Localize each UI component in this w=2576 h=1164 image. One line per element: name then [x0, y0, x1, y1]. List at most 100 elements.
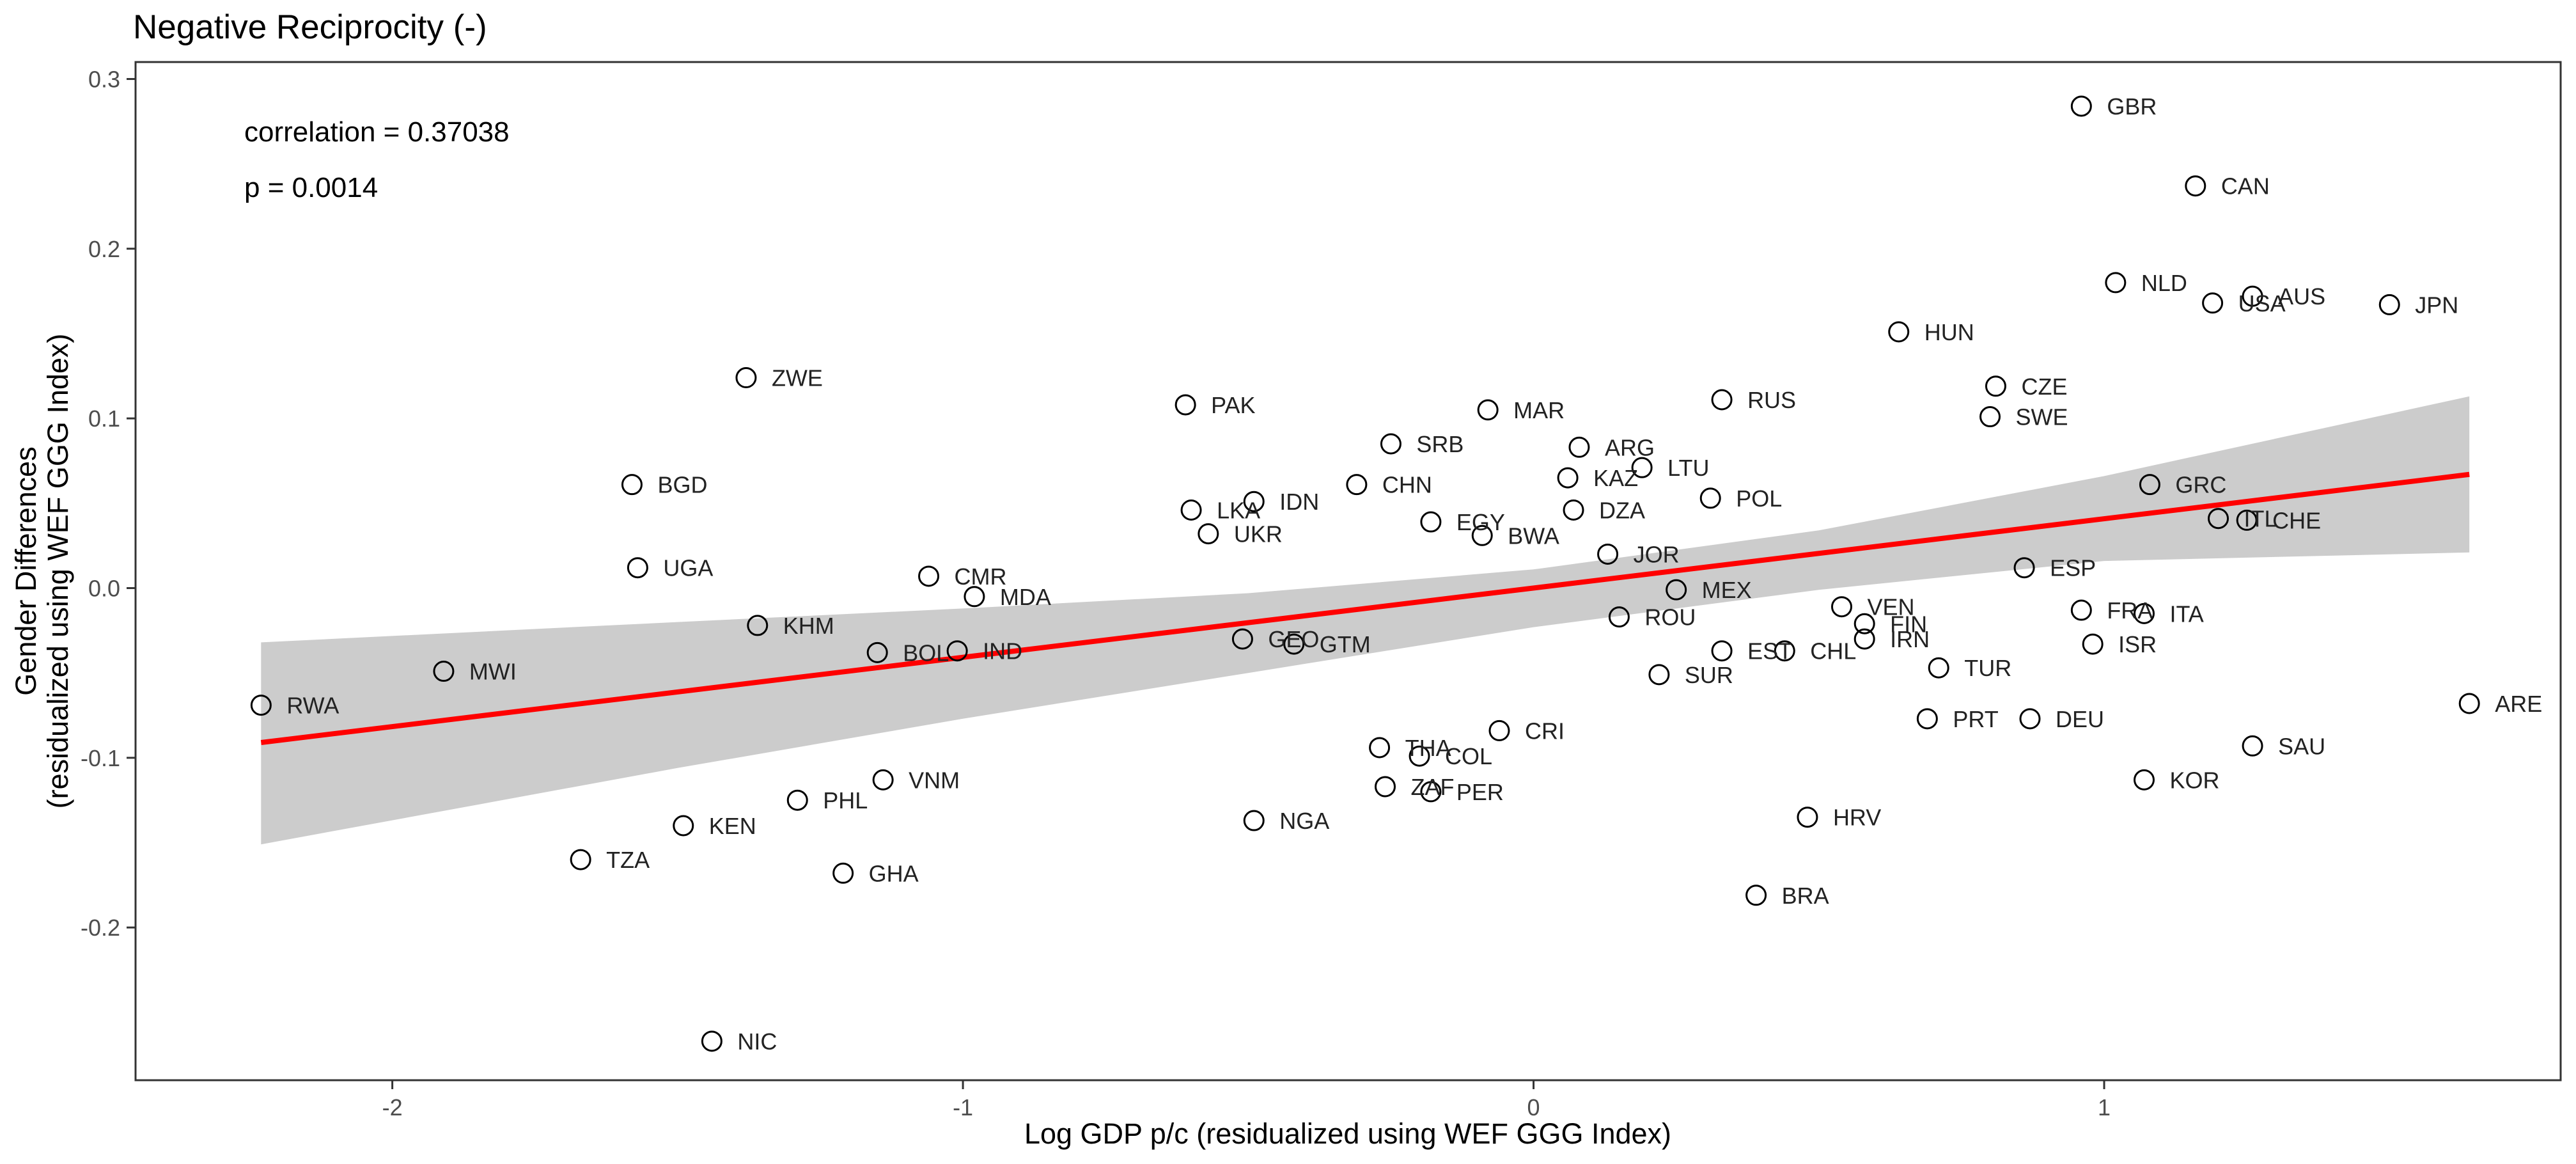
data-point-sau [2242, 735, 2263, 757]
x-tick-label: -2 [382, 1094, 403, 1121]
data-point-ken [673, 815, 694, 837]
point-label-irn: IRN [1890, 626, 1930, 652]
y-axis-title-group: Gender Differences (residualized using W… [10, 334, 74, 809]
data-point-jpn [2378, 294, 2400, 315]
point-label-tza: TZA [606, 847, 650, 873]
y-tick-label: -0.2 [81, 915, 120, 941]
point-label-est: EST [1747, 638, 1792, 665]
data-point-hrv [1797, 806, 1818, 828]
point-label-grc: GRC [2175, 472, 2226, 498]
point-label-fin: FIN [1890, 611, 1927, 637]
point-label-dza: DZA [1599, 497, 1645, 523]
data-point-prt [1916, 708, 1938, 730]
data-point-ukr [1198, 523, 1219, 545]
data-point-nga [1243, 810, 1265, 831]
point-label-ven: VEN [1867, 594, 1914, 620]
data-point-ind [946, 640, 968, 662]
data-point-jor [1597, 543, 1619, 565]
data-point-uga [627, 557, 648, 579]
data-point-aus [2242, 285, 2263, 307]
data-point-geo [1231, 628, 1253, 650]
point-label-idn: IDN [1279, 489, 1319, 515]
point-label-jor: JOR [1634, 541, 1680, 567]
point-label-ita: ITA [2169, 601, 2203, 627]
point-label-hrv: HRV [1833, 805, 1881, 831]
point-label-cmr: CMR [955, 563, 1007, 590]
data-point-khm [747, 615, 769, 636]
data-point-rwa [250, 695, 272, 716]
data-point-vnm [872, 769, 894, 790]
x-tick-label: 1 [2098, 1094, 2111, 1121]
confidence-band-layer [261, 396, 2470, 845]
point-label-mwi: MWI [469, 659, 517, 685]
data-point-fra [2070, 599, 2092, 621]
correlation-annotation: correlation = 0.37038 [244, 116, 510, 148]
point-label-arg: ARG [1605, 434, 1655, 460]
point-label-gbr: GBR [2107, 93, 2157, 120]
data-point-mar [1477, 399, 1499, 421]
data-point-tur [1928, 657, 1949, 679]
point-label-geo: GEO [1268, 626, 1319, 652]
data-point-pak [1175, 394, 1196, 416]
y-tick-label: 0.2 [88, 236, 120, 262]
data-point-esp [2013, 557, 2035, 579]
point-label-gtm: GTM [1320, 631, 1371, 657]
point-label-mex: MEX [1702, 577, 1752, 603]
data-point-isr [2082, 633, 2104, 655]
point-label-per: PER [1456, 779, 1504, 805]
point-label-sau: SAU [2278, 733, 2325, 759]
data-point-phl [786, 789, 808, 811]
data-point-pol [1699, 487, 1721, 509]
point-label-cze: CZE [2021, 374, 2067, 400]
point-label-itl: ITL [2244, 506, 2277, 532]
data-point-ltu [1631, 457, 1653, 478]
point-label-mar: MAR [1513, 397, 1565, 423]
data-point-sur [1648, 664, 1670, 686]
point-label-srb: SRB [1416, 431, 1464, 457]
point-label-lka: LKA [1217, 497, 1260, 523]
point-label-egy: EGY [1456, 509, 1505, 535]
point-label-bol: BOL [903, 640, 949, 666]
data-point-arg [1568, 436, 1590, 458]
data-point-lka [1180, 499, 1202, 521]
data-point-bra [1745, 885, 1767, 906]
point-label-uga: UGA [663, 555, 713, 581]
y-axis-title-line2: (residualized using WEF GGG Index) [42, 334, 74, 809]
point-label-rus: RUS [1747, 387, 1796, 413]
point-label-gha: GHA [869, 860, 919, 886]
data-point-rou [1608, 606, 1630, 628]
data-point-est [1711, 640, 1733, 662]
y-axis: -0.2 -0.1 0.0 0.1 0.2 0.3 [81, 67, 136, 941]
data-point-zwe [735, 367, 757, 389]
point-label-chn: CHN [1382, 472, 1432, 498]
point-label-tha: THA [1405, 735, 1451, 761]
point-label-deu: DEU [2056, 706, 2104, 732]
point-label-fra: FRA [2107, 597, 2153, 624]
point-label-jpn: JPN [2415, 292, 2458, 318]
point-label-ukr: UKR [1234, 521, 1283, 547]
data-point-zaf [1375, 776, 1396, 798]
data-point-grc [2139, 474, 2160, 496]
chart-title: Negative Reciprocity (-) [133, 8, 487, 46]
point-label-can: CAN [2221, 173, 2270, 200]
point-label-kaz: KAZ [1593, 465, 1638, 491]
x-tick-label: -1 [953, 1094, 973, 1121]
point-label-prt: PRT [1953, 706, 1998, 732]
data-point-fin [1854, 613, 1875, 634]
point-label-pol: POL [1736, 485, 1782, 512]
point-label-col: COL [1445, 743, 1492, 769]
point-label-zwe: ZWE [772, 365, 823, 391]
data-point-egy [1420, 511, 1442, 533]
data-point-can [2185, 175, 2206, 197]
point-label-cri: CRI [1525, 718, 1565, 744]
p-value-annotation: p = 0.0014 [244, 172, 378, 203]
data-point-gha [832, 862, 854, 884]
plot-panel-border [134, 61, 2562, 1081]
data-point-bol [866, 641, 888, 663]
data-point-chn [1346, 474, 1368, 496]
data-point-nic [701, 1030, 722, 1052]
data-point-tza [570, 849, 591, 870]
point-label-swe: SWE [2016, 404, 2068, 430]
